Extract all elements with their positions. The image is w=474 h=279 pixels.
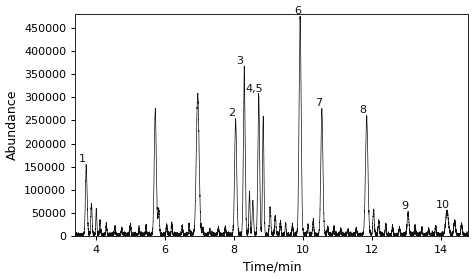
Text: 2: 2 — [228, 108, 235, 118]
Text: 1: 1 — [79, 154, 86, 164]
Text: 3: 3 — [237, 56, 244, 66]
X-axis label: Time/min: Time/min — [243, 260, 301, 273]
Text: 9: 9 — [401, 201, 408, 211]
Y-axis label: Abundance: Abundance — [6, 90, 18, 160]
Text: 4,5: 4,5 — [246, 84, 264, 94]
Text: 8: 8 — [359, 105, 366, 115]
Text: 6: 6 — [294, 6, 301, 16]
Text: 7: 7 — [315, 98, 322, 108]
Text: 10: 10 — [436, 199, 450, 210]
